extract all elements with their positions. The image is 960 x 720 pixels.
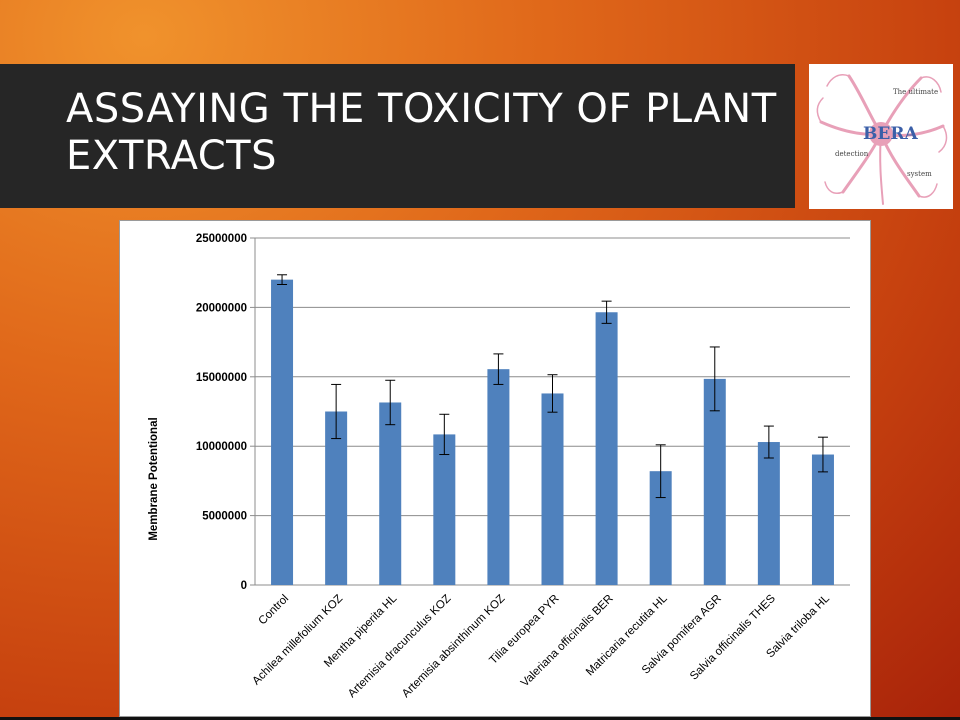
- y-axis-label: Membrane Potentional: [148, 417, 160, 540]
- y-tick-label: 0: [241, 580, 247, 592]
- error-bar: [277, 274, 288, 285]
- y-tick-label: 25000000: [196, 233, 247, 245]
- bera-logo: BERA The ultimate detection system: [809, 64, 953, 209]
- bar: [325, 411, 348, 585]
- error-bar: [763, 425, 774, 459]
- y-tick-label: 10000000: [196, 441, 247, 453]
- error-bar: [601, 300, 612, 324]
- logo-tagline-bottom: system: [907, 170, 932, 178]
- bar: [487, 369, 510, 585]
- error-bar: [709, 346, 720, 412]
- bar: [541, 393, 564, 585]
- x-tick-label: Achilea millefolium KOZ: [250, 593, 345, 688]
- error-bar: [385, 379, 396, 426]
- membrane-potential-chart: 0 5000000 10000000 15000000 20000000 25000000…: [148, 233, 850, 700]
- bar: [703, 378, 726, 585]
- logo-tagline-left: detection: [835, 150, 869, 158]
- error-bar: [331, 383, 342, 440]
- error-bar: [439, 413, 450, 456]
- title-bar: [0, 64, 795, 208]
- bar: [379, 402, 402, 585]
- y-tick-label: 15000000: [196, 372, 247, 384]
- x-tick-label: Artemisia dracunculus KOZ: [346, 593, 453, 700]
- error-bar: [655, 444, 666, 499]
- x-tick-label: Valeriana officinalis BER: [519, 593, 616, 690]
- y-tick-label: 5000000: [202, 511, 247, 523]
- slide-title: ASSAYING THE TOXICITY OF PLANT EXTRACTS: [66, 86, 777, 179]
- bar: [271, 279, 294, 585]
- bar: [811, 454, 834, 585]
- bar: [595, 312, 618, 585]
- bar: [757, 442, 780, 585]
- bar: [433, 434, 456, 585]
- error-bar: [493, 353, 504, 385]
- x-tick-label: Control: [256, 593, 291, 628]
- error-bar: [547, 374, 558, 413]
- bera-logo-graphic: BERA The ultimate detection system: [816, 74, 948, 205]
- slide-bottom-border: [0, 717, 960, 720]
- bar: [649, 471, 672, 585]
- logo-brand-text: BERA: [863, 124, 918, 144]
- logo-tagline-top: The ultimate: [893, 88, 938, 96]
- y-tick-label: 20000000: [196, 302, 247, 314]
- chart-panel: 0 5000000 10000000 15000000 20000000 25000000…: [119, 220, 871, 717]
- error-bar: [817, 436, 828, 473]
- x-tick-label: Artemisia absinthinum KOZ: [400, 593, 507, 700]
